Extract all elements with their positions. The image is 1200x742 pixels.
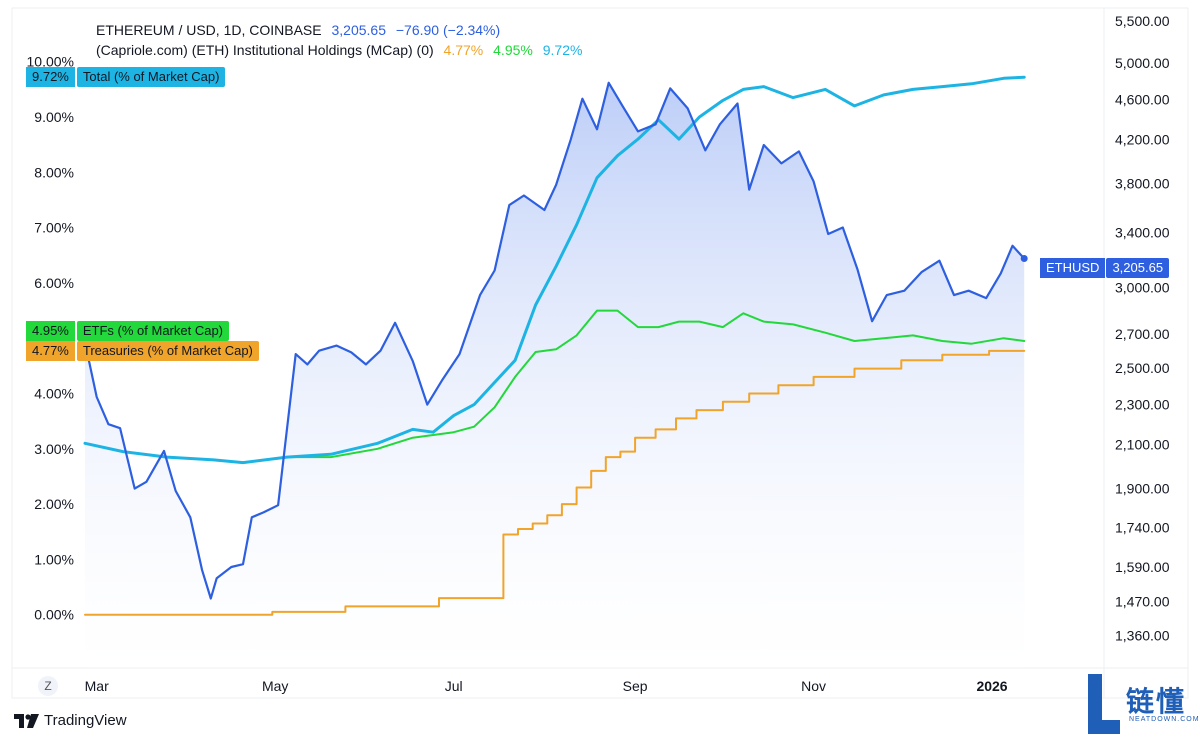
time-axis: Mar May Jul Sep Nov 2026 bbox=[85, 678, 1008, 694]
right-tick-label: 3,000.00 bbox=[1115, 280, 1170, 296]
total-line[interactable] bbox=[83, 75, 1026, 465]
etfs-label-name: ETFs (% of Market Cap) bbox=[76, 321, 230, 341]
right-tick-label: 3,400.00 bbox=[1115, 225, 1170, 241]
symbol-title[interactable]: ETHEREUM / USD, 1D, COINBASE bbox=[96, 22, 322, 38]
treasuries-series-label: 4.77% Treasuries (% of Market Cap) bbox=[26, 341, 259, 361]
right-tick-label: 1,470.00 bbox=[1115, 594, 1170, 610]
left-tick-label: 9.00% bbox=[34, 109, 74, 125]
total-label-name: Total (% of Market Cap) bbox=[76, 67, 226, 87]
time-tick-label: 2026 bbox=[976, 678, 1007, 694]
neatdown-watermark: 链懂 NEATDOWN.COM bbox=[1086, 672, 1199, 736]
last-price-dot bbox=[1020, 255, 1028, 262]
right-tick-label: 2,300.00 bbox=[1115, 397, 1170, 413]
right-tick-label: 4,600.00 bbox=[1115, 92, 1170, 108]
left-tick-label: 1.00% bbox=[34, 551, 74, 567]
indicator-header: (Capriole.com) (ETH) Institutional Holdi… bbox=[96, 42, 588, 58]
right-tick-label: 3,800.00 bbox=[1115, 176, 1170, 192]
ethusd-price-label: ETHUSD 3,205.65 bbox=[1040, 258, 1170, 278]
right-tick-label: 1,900.00 bbox=[1115, 481, 1170, 497]
tradingview-branding[interactable]: TradingView bbox=[14, 712, 127, 729]
etfs-line[interactable] bbox=[84, 309, 1026, 464]
tradingview-logo-icon bbox=[14, 713, 39, 728]
right-tick-label: 1,590.00 bbox=[1115, 559, 1170, 575]
tradingview-brand-text: TradingView bbox=[44, 712, 127, 729]
watermark-en-text: NEATDOWN.COM bbox=[1129, 716, 1200, 723]
indicator-etfs-value: 4.95% bbox=[493, 42, 533, 58]
price-change: −76.90 (−2.34%) bbox=[395, 22, 501, 38]
time-tick-label: May bbox=[262, 678, 288, 694]
time-tick-label: Jul bbox=[445, 678, 463, 694]
zoom-reset-button[interactable]: Z bbox=[38, 676, 58, 696]
last-price: 3,205.65 bbox=[331, 22, 386, 38]
etfs-label-value: 4.95% bbox=[26, 321, 75, 341]
right-tick-label: 1,360.00 bbox=[1115, 628, 1170, 644]
left-tick-label: 2.00% bbox=[34, 496, 74, 512]
ethusd-label-value: 3,205.65 bbox=[1106, 258, 1170, 278]
total-series-label: 9.72% Total (% of Market Cap) bbox=[26, 67, 226, 87]
left-tick-label: 0.00% bbox=[34, 607, 74, 623]
treasuries-line[interactable] bbox=[84, 349, 1026, 616]
right-tick-label: 5,500.00 bbox=[1115, 13, 1170, 29]
chart-frame bbox=[11, 7, 1189, 699]
right-tick-label: 4,200.00 bbox=[1115, 132, 1170, 148]
neatdown-logo-icon bbox=[1088, 674, 1120, 734]
left-tick-label: 6.00% bbox=[34, 275, 74, 291]
right-tick-label: 2,100.00 bbox=[1115, 437, 1170, 453]
left-tick-label: 3.00% bbox=[34, 441, 74, 457]
right-tick-label: 2,700.00 bbox=[1115, 326, 1170, 342]
indicator-total-value: 9.72% bbox=[542, 42, 583, 58]
left-tick-label: 10.00% bbox=[27, 54, 74, 70]
right-tick-label: 1,740.00 bbox=[1115, 519, 1170, 535]
symbol-header: ETHEREUM / USD, 1D, COINBASE 3,205.65 −7… bbox=[96, 22, 506, 38]
time-tick-label: Nov bbox=[801, 678, 826, 694]
price-area-fill bbox=[85, 82, 1025, 669]
ethusd-label-name: ETHUSD bbox=[1040, 258, 1106, 278]
indicator-title[interactable]: (Capriole.com) (ETH) Institutional Holdi… bbox=[96, 42, 434, 58]
right-tick-label: 5,000.00 bbox=[1115, 55, 1170, 71]
right-tick-label: 2,500.00 bbox=[1115, 360, 1170, 376]
left-tick-label: 8.00% bbox=[34, 164, 74, 180]
left-tick-label: 4.00% bbox=[34, 386, 74, 402]
time-tick-label: Mar bbox=[85, 678, 109, 694]
etfs-series-label: 4.95% ETFs (% of Market Cap) bbox=[26, 321, 230, 341]
time-tick-label: Sep bbox=[623, 678, 648, 694]
treasuries-label-name: Treasuries (% of Market Cap) bbox=[76, 341, 259, 361]
watermark-cn-text: 链懂 bbox=[1126, 686, 1187, 717]
right-axis: 1,360.00 1,470.00 1,590.00 1,740.00 1,900.00… bbox=[1115, 13, 1170, 644]
ethusd-price-line[interactable] bbox=[83, 81, 1026, 600]
treasuries-label-value: 4.77% bbox=[26, 341, 75, 361]
indicator-treasuries-value: 4.77% bbox=[443, 42, 484, 58]
total-label-value: 9.72% bbox=[26, 67, 75, 87]
left-tick-label: 7.00% bbox=[34, 220, 74, 236]
